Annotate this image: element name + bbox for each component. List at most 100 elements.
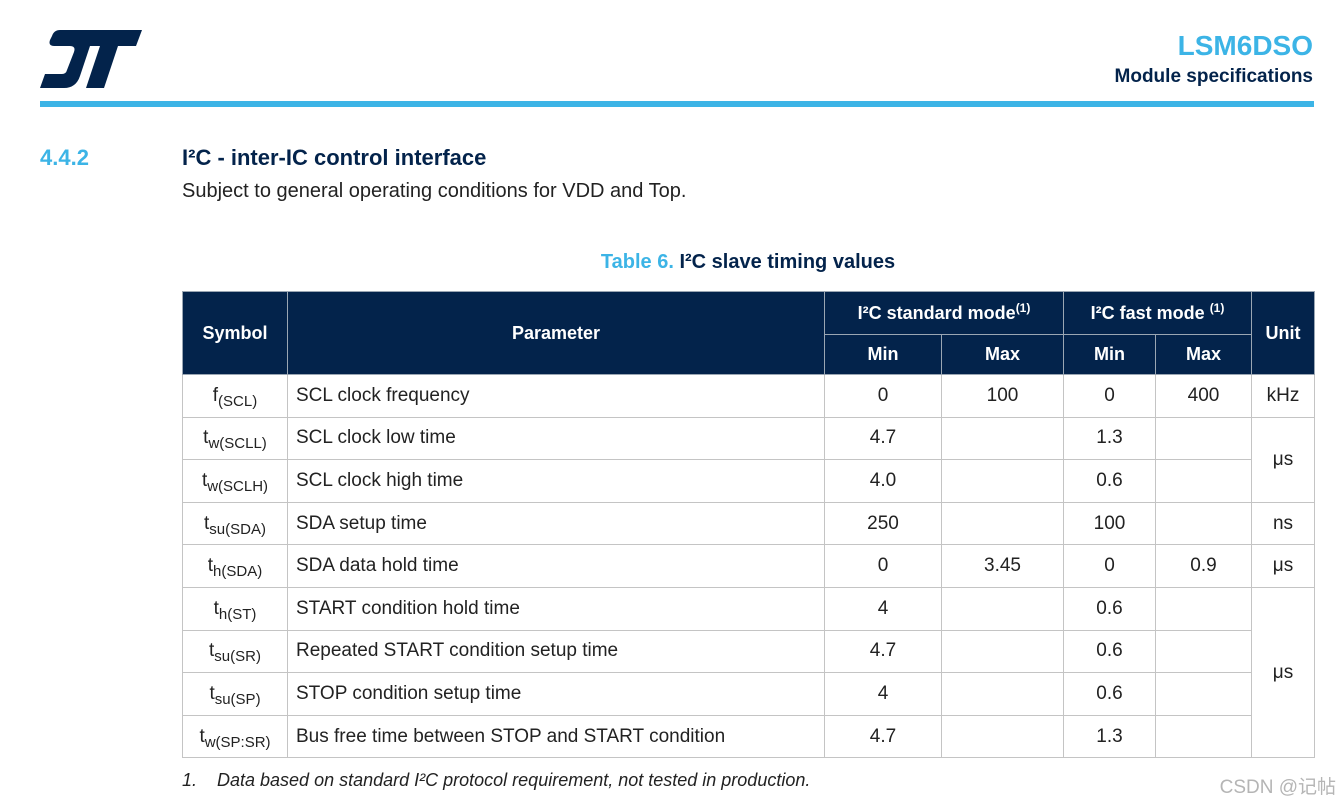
header-std-min: Min [824, 334, 942, 375]
symbol-cell: tsu(SR) [182, 629, 288, 674]
table-caption-text: I²C slave timing values [679, 251, 896, 273]
st-logo-icon [40, 30, 142, 88]
parameter-cell: SCL clock frequency [287, 374, 825, 418]
header-standard-mode-label: I²C standard mode [857, 302, 1016, 323]
fast-min-cell: 0.6 [1063, 672, 1157, 716]
std-max-cell [940, 629, 1065, 674]
fast-max-cell [1155, 714, 1253, 759]
parameter-cell: SCL clock low time [287, 416, 825, 461]
table-caption: Table 6. I²C slave timing values [182, 251, 1314, 274]
symbol-base: t [199, 725, 205, 747]
parameter-cell: STOP condition setup time [287, 672, 825, 716]
std-min-cell: 4.0 [824, 459, 942, 503]
std-max-cell [940, 459, 1065, 503]
footnote-ref: (1) [1209, 300, 1225, 315]
symbol-subscript: h(ST) [218, 605, 257, 623]
parameter-cell: SCL clock high time [287, 459, 825, 503]
header-divider [40, 101, 1314, 107]
symbol-cell: tw(SCLH) [182, 459, 288, 503]
symbol-subscript: su(SP) [214, 690, 261, 708]
symbol-base: t [207, 555, 214, 577]
section-title: I²C - inter-IC control interface [182, 145, 487, 170]
symbol-subscript: w(SP:SR) [204, 733, 271, 751]
fast-max-cell [1155, 416, 1253, 461]
header-fast-max: Max [1155, 334, 1253, 375]
std-min-cell: 250 [824, 501, 942, 546]
symbol-base: t [204, 512, 210, 534]
header-fast-mode: I²C fast mode (1) [1063, 291, 1253, 335]
header-unit: Unit [1251, 291, 1316, 375]
table-row: tw(SP:SR) Bus free time between STOP and… [182, 714, 1315, 759]
table-row: f(SCL) SCL clock frequency 0 100 0 400 k… [182, 374, 1316, 418]
parameter-cell: SDA data hold time [287, 544, 825, 588]
table-row: tsu(SP) STOP condition setup time 4 0.6 [182, 672, 1315, 716]
parameter-cell: START condition hold time [287, 586, 825, 631]
symbol-subscript: (SCL) [218, 392, 258, 410]
fast-max-cell [1155, 586, 1253, 631]
header-parameter: Parameter [287, 291, 825, 375]
header-fast-mode-label: I²C fast mode [1090, 302, 1210, 323]
header-standard-mode: I²C standard mode(1) [823, 291, 1065, 335]
fast-min-cell: 0 [1063, 544, 1157, 588]
std-min-cell: 0 [824, 544, 942, 588]
std-max-cell [940, 714, 1065, 759]
symbol-cell: tsu(SDA) [182, 501, 288, 546]
table-caption-label: Table 6. [600, 251, 674, 273]
section-description: Subject to general operating conditions … [182, 180, 687, 202]
std-max-cell: 3.45 [940, 544, 1065, 588]
symbol-subscript: w(SCLH) [207, 477, 269, 495]
symbol-base: f [212, 384, 219, 406]
unit-cell: μs [1251, 416, 1316, 503]
fast-min-cell: 1.3 [1063, 714, 1157, 759]
table-row: tsu(SDA) SDA setup time 250 100 ns [182, 501, 1316, 546]
std-max-cell [940, 501, 1065, 546]
fast-min-cell: 0 [1063, 374, 1157, 418]
symbol-base: t [203, 427, 209, 449]
std-max-cell [940, 586, 1065, 631]
symbol-cell: th(ST) [182, 586, 288, 631]
symbol-subscript: h(SDA) [213, 563, 263, 581]
fast-max-cell [1155, 629, 1253, 674]
symbol-cell: tw(SCLL) [182, 416, 288, 461]
table-row: th(SDA) SDA data hold time 0 3.45 0 0.9 … [182, 544, 1316, 588]
std-min-cell: 0 [824, 374, 942, 418]
table-row: th(ST) START condition hold time 4 0.6 μ… [182, 586, 1316, 759]
watermark: CSDN @记帖 [1219, 777, 1336, 798]
document-subtitle: Module specifications [1114, 66, 1313, 87]
parameter-cell: Repeated START condition setup time [287, 629, 825, 674]
symbol-subscript: su(SDA) [209, 520, 266, 538]
std-max-cell [940, 672, 1065, 716]
symbol-base: t [209, 682, 215, 704]
section-number: 4.4.2 [40, 145, 89, 170]
footnote-ref: (1) [1015, 300, 1031, 315]
fast-max-cell [1155, 501, 1253, 546]
i2c-timing-table: Symbol Parameter I²C standard mode(1) I²… [182, 291, 1316, 759]
parameter-cell: Bus free time between STOP and START con… [287, 714, 825, 759]
std-max-cell: 100 [940, 374, 1065, 418]
std-min-cell: 4 [824, 672, 942, 716]
footnote-number: 1. [182, 770, 198, 790]
unit-cell: ns [1251, 501, 1316, 546]
table-row: tw(SCLL) SCL clock low time 4.7 1.3 μs [182, 416, 1316, 503]
header-symbol: Symbol [182, 291, 288, 375]
fast-max-cell [1155, 459, 1253, 503]
symbol-base: t [201, 469, 208, 491]
table-row: tsu(SR) Repeated START condition setup t… [182, 629, 1315, 674]
table-footnote: 1. Data based on standard I²C protocol re… [182, 770, 810, 791]
header-std-max: Max [940, 334, 1065, 375]
fast-max-cell: 400 [1155, 374, 1253, 418]
fast-min-cell: 0.6 [1063, 629, 1157, 674]
symbol-cell: f(SCL) [182, 374, 288, 418]
document-title: LSM6DSO [1177, 30, 1313, 61]
symbol-cell: th(SDA) [182, 544, 288, 588]
unit-cell: μs [1251, 544, 1316, 588]
std-min-cell: 4.7 [824, 416, 942, 461]
symbol-subscript: w(SCLL) [208, 435, 267, 453]
std-max-cell [940, 416, 1065, 461]
fast-max-cell: 0.9 [1155, 544, 1253, 588]
fast-min-cell: 100 [1063, 501, 1157, 546]
fast-max-cell [1155, 672, 1253, 716]
footnote-text: Data based on standard I²C protocol requ… [217, 770, 811, 790]
symbol-cell: tsu(SP) [182, 672, 288, 716]
unit-cell: μs [1251, 586, 1316, 759]
